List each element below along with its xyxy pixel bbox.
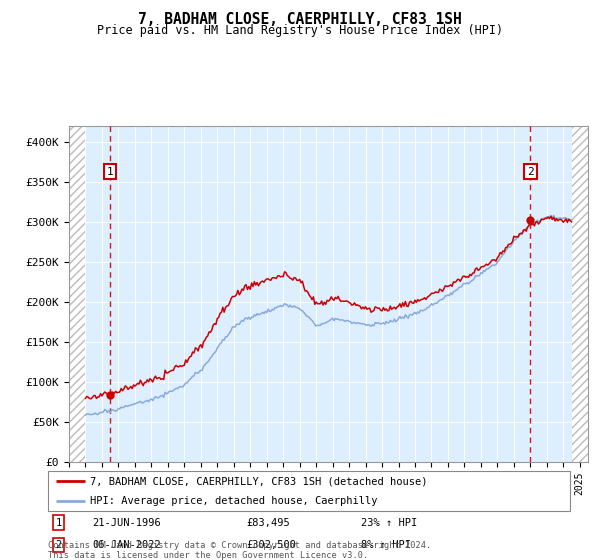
Text: 1: 1	[55, 517, 62, 528]
Text: 2: 2	[527, 167, 534, 176]
Text: £302,500: £302,500	[247, 540, 296, 550]
Text: HPI: Average price, detached house, Caerphilly: HPI: Average price, detached house, Caer…	[90, 496, 377, 506]
Text: 7, BADHAM CLOSE, CAERPHILLY, CF83 1SH (detached house): 7, BADHAM CLOSE, CAERPHILLY, CF83 1SH (d…	[90, 476, 427, 486]
Text: Price paid vs. HM Land Registry's House Price Index (HPI): Price paid vs. HM Land Registry's House …	[97, 24, 503, 36]
Text: 2: 2	[55, 540, 62, 550]
Text: 06-JAN-2022: 06-JAN-2022	[92, 540, 161, 550]
Text: 1: 1	[106, 167, 113, 176]
Text: 21-JUN-1996: 21-JUN-1996	[92, 517, 161, 528]
Text: Contains HM Land Registry data © Crown copyright and database right 2024.
This d: Contains HM Land Registry data © Crown c…	[48, 540, 431, 560]
Text: 23% ↑ HPI: 23% ↑ HPI	[361, 517, 418, 528]
Text: 7, BADHAM CLOSE, CAERPHILLY, CF83 1SH: 7, BADHAM CLOSE, CAERPHILLY, CF83 1SH	[138, 12, 462, 27]
Text: 8% ↑ HPI: 8% ↑ HPI	[361, 540, 411, 550]
Bar	[572, 126, 588, 462]
Text: £83,495: £83,495	[247, 517, 290, 528]
Bar	[69, 126, 85, 462]
